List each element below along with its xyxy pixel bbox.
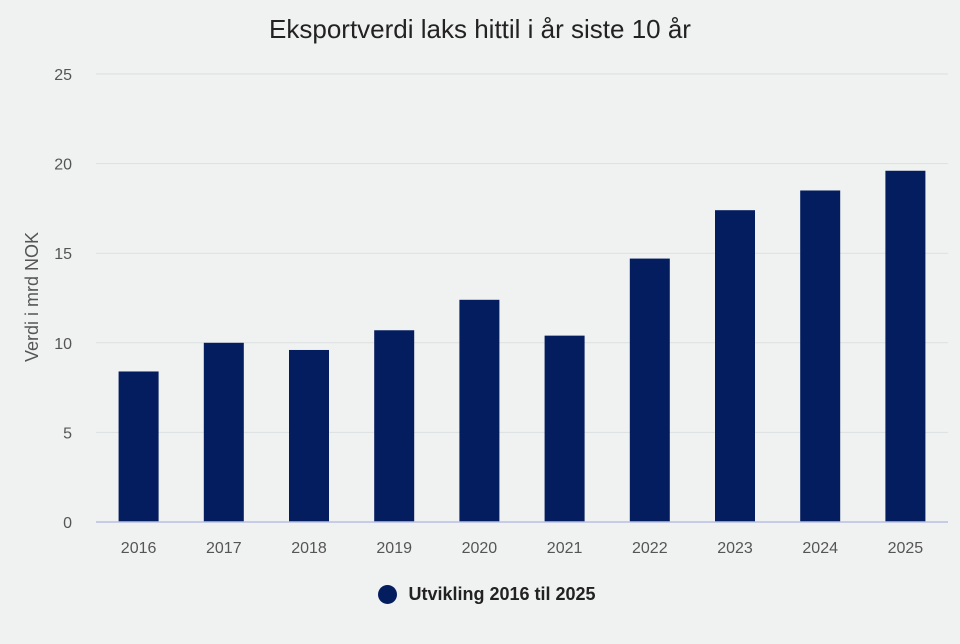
bars: 2016: 8.4 2017: 10 2018: 9.6 2019: 10.7 2020… — [118, 170, 926, 523]
y-tick-label: 10 — [54, 336, 72, 353]
bar-2024[interactable]: 2024: 18.5 — [800, 190, 841, 523]
x-axis-ticks: 2016 2017 2018 2019 2020 2021 2022 2023 2024 2025 — [121, 540, 923, 557]
x-tick-label: 2019 — [376, 540, 412, 557]
legend-marker — [378, 585, 398, 604]
x-tick-label: 2022 — [632, 540, 668, 557]
y-tick-label: 5 — [63, 425, 72, 442]
x-tick-label: 2016 — [121, 540, 157, 557]
x-tick-label: 2017 — [206, 540, 242, 557]
bar-2018[interactable]: 2018: 9.6 — [289, 349, 329, 522]
x-tick-label: 2024 — [802, 540, 838, 557]
x-tick-label: 2018 — [291, 540, 327, 557]
bar-2025[interactable]: 2025: 19.6 — [885, 170, 926, 522]
bar-2023[interactable]: 2023: 17.4 — [715, 210, 755, 522]
bar-2021[interactable]: 2021: 10.4 — [544, 335, 585, 522]
bar-2020[interactable]: 2020: 12.4 — [459, 299, 500, 522]
bar-2022[interactable]: 2022: 14.7 — [629, 258, 670, 522]
x-tick-label: 2025 — [888, 540, 924, 557]
y-axis-ticks: 0 5 10 15 20 25 — [54, 67, 72, 532]
y-tick-label: 25 — [54, 67, 72, 84]
legend-label: Utvikling 2016 til 2025 — [408, 584, 596, 604]
bar-2017[interactable]: 2017: 10 — [203, 342, 244, 522]
y-tick-label: 20 — [54, 157, 72, 174]
x-tick-label: 2020 — [462, 540, 498, 557]
bar-2016[interactable]: 2016: 8.4 — [118, 371, 159, 522]
x-tick-label: 2023 — [717, 540, 753, 557]
legend-item[interactable]: Utvikling 2016 til 2025 — [378, 584, 596, 605]
y-axis-label: Verdi i mrd NOK — [22, 232, 42, 362]
legend: Utvikling 2016 til 2025 — [0, 584, 960, 605]
x-tick-label: 2021 — [547, 540, 583, 557]
chart-title: Eksportverdi laks hittil i år siste 10 å… — [269, 14, 691, 44]
y-tick-label: 0 — [63, 515, 72, 532]
bar-2019[interactable]: 2019: 10.7 — [374, 330, 415, 522]
y-tick-label: 15 — [54, 246, 72, 263]
